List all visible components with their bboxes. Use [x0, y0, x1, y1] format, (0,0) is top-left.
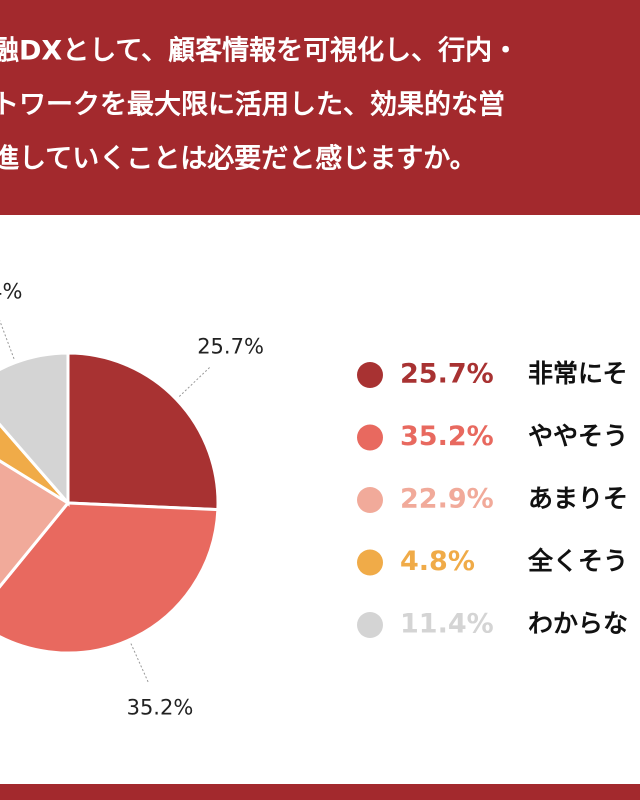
leader-line — [0, 319, 15, 359]
legend-value: 4.8% — [400, 546, 475, 577]
legend-value: 11.4% — [400, 609, 494, 640]
legend-dot — [357, 487, 383, 513]
legend-label: あまりそ — [528, 484, 628, 513]
title-line: 融DXとして、顧客情報を可視化し、行内・ — [0, 35, 519, 67]
slice-label: 25.7% — [197, 334, 264, 358]
legend-dot — [357, 612, 383, 638]
legend-label: ややそう — [528, 422, 628, 451]
title-line: トワークを最大限に活用した、効果的な営 — [0, 89, 505, 121]
pie-slice — [66, 351, 220, 512]
title-line: 進していくことは必要だと感じますか。 — [0, 143, 477, 175]
legend-value: 25.7% — [400, 359, 494, 390]
slice-label: 35.2% — [127, 695, 194, 719]
pie-slice — [0, 351, 70, 508]
legend-dot — [357, 549, 383, 576]
legend-label: 非常にそ — [528, 359, 628, 388]
leader-line — [130, 643, 150, 684]
legend-dot — [357, 424, 383, 451]
legend-value: 35.2% — [400, 421, 494, 452]
footer-band — [0, 784, 640, 800]
leader-line — [178, 365, 212, 397]
header-band — [0, 0, 640, 215]
pie-slice — [0, 501, 220, 655]
pie-slice — [0, 459, 71, 589]
legend-dot — [357, 362, 383, 388]
legend-label: 全くそう — [527, 547, 628, 576]
pie-slice — [0, 422, 70, 505]
slice-label: 11.4% — [0, 279, 22, 303]
legend-label: わからな — [528, 609, 628, 638]
legend-value: 22.9% — [400, 484, 494, 515]
